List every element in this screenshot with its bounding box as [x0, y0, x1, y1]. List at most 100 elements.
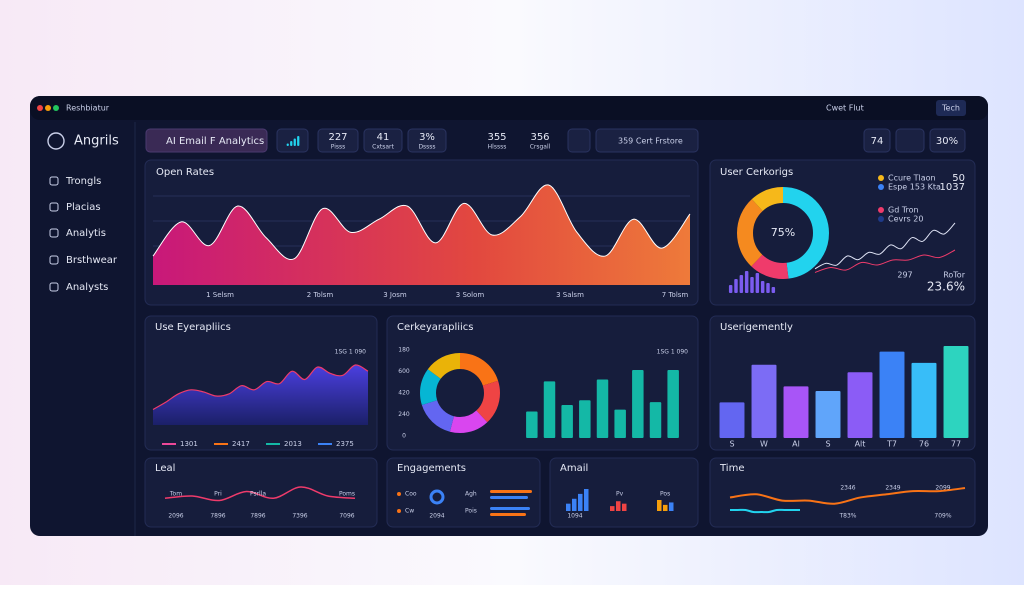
donut-segment — [420, 353, 500, 433]
area-fill — [153, 364, 368, 425]
bar — [543, 381, 556, 438]
panel-title: Amail — [560, 463, 588, 474]
nav-icon — [49, 282, 59, 292]
bar — [760, 281, 765, 293]
bar — [297, 136, 300, 146]
x-label: S — [825, 440, 830, 449]
tech-label: Tech — [941, 104, 960, 113]
panel-title: User Cerkorigs — [720, 167, 793, 178]
bar — [286, 143, 289, 146]
nav-item[interactable]: Placias — [66, 202, 101, 213]
line — [152, 364, 369, 411]
bar — [669, 502, 674, 511]
nav-icon — [49, 176, 59, 186]
stat-value: 3% — [419, 132, 435, 143]
bar — [744, 271, 749, 293]
donut-segment — [420, 353, 500, 433]
bar — [879, 351, 905, 438]
bar — [290, 141, 293, 146]
panel-title: Time — [719, 463, 744, 474]
nav-item[interactable]: Brsthwear — [66, 255, 118, 266]
label: Pv — [616, 491, 624, 498]
stat-box — [407, 128, 447, 153]
icon-button[interactable] — [567, 128, 591, 153]
bottom-label: T83% — [838, 513, 856, 520]
kpi-small: 297 — [897, 271, 912, 280]
x-label: 3 Josm — [383, 291, 407, 299]
stat-value: 41 — [377, 132, 390, 143]
x-label: 2 Tolsm — [307, 291, 334, 299]
bar — [847, 372, 873, 438]
nav-item[interactable]: Analysts — [66, 282, 108, 293]
bar — [911, 362, 937, 438]
tech-button[interactable] — [936, 100, 966, 116]
max-dot[interactable] — [53, 105, 59, 111]
line — [729, 487, 966, 505]
legend-name: Cevrs 20 — [888, 215, 923, 224]
hbar — [490, 513, 526, 516]
panel-title: Cerkeyarapliics — [397, 322, 474, 333]
bottom-label: 2096 — [168, 513, 183, 520]
stat-label: Cxtsart — [372, 144, 394, 151]
bar — [739, 275, 744, 293]
dropdown[interactable] — [145, 128, 268, 153]
menu[interactable]: Cwet Flut — [826, 104, 864, 113]
x-label: 7 Tolsm — [662, 291, 689, 299]
legend-dot — [878, 175, 884, 181]
hbar — [490, 496, 528, 499]
bottom-label: 7096 — [339, 513, 354, 520]
line — [814, 222, 956, 270]
row-label: Pois — [465, 508, 477, 515]
panel-title: Use Eyerapliics — [155, 322, 231, 333]
top-label: 2346 — [840, 485, 855, 492]
nav-item[interactable]: Analytis — [66, 228, 106, 239]
bar — [584, 489, 589, 511]
nav-icon — [49, 228, 59, 238]
legend-name: 1301 — [180, 440, 198, 448]
percent-box — [929, 128, 966, 153]
stat-value: 355 — [487, 132, 506, 143]
bar — [719, 402, 745, 438]
x-label: Al — [792, 440, 800, 449]
filter[interactable] — [595, 128, 699, 153]
brand-icon — [47, 132, 65, 150]
donut-segment — [737, 187, 829, 279]
panel-title: Leal — [155, 463, 175, 474]
bar — [663, 504, 668, 511]
stat-label: Crsgall — [530, 144, 551, 151]
axis-label: 420 — [398, 390, 410, 397]
row-label: Agh — [465, 491, 477, 498]
title-bar — [30, 96, 988, 120]
stat-label: Dssss — [418, 144, 435, 151]
bottom-label: 709% — [934, 513, 951, 520]
kpi: 23.6% — [927, 280, 965, 294]
nav-item[interactable]: Trongls — [65, 176, 101, 187]
panel-title: Userigemently — [720, 322, 793, 333]
donut-segment — [420, 353, 500, 433]
legend-dot — [878, 207, 884, 213]
panel-title: Engagements — [397, 463, 466, 474]
legend-name: 2417 — [232, 440, 250, 448]
legend-dot — [878, 216, 884, 222]
x-label: Alt — [855, 440, 866, 449]
kpi-label: RoTor — [943, 271, 966, 280]
line — [152, 184, 691, 261]
min-dot[interactable] — [45, 105, 51, 111]
donut-segment — [737, 187, 829, 279]
x-label: 77 — [951, 440, 961, 449]
bar — [755, 273, 760, 293]
bar — [734, 279, 738, 293]
bar — [526, 411, 538, 438]
x-label: 1 Selsm — [206, 291, 234, 299]
bar — [783, 386, 809, 438]
line — [730, 508, 800, 514]
bar — [943, 346, 969, 438]
note: 1SG 1 090 — [335, 349, 367, 356]
close-dot[interactable] — [37, 105, 43, 111]
top-label: Pri — [214, 491, 222, 498]
bottom-label: 7896 — [250, 513, 265, 520]
legend-value: 1037 — [940, 182, 965, 193]
legend-name: Espe 153 Kta — [888, 183, 941, 192]
stat-label: Pisss — [331, 144, 346, 151]
user-button[interactable] — [895, 128, 925, 153]
